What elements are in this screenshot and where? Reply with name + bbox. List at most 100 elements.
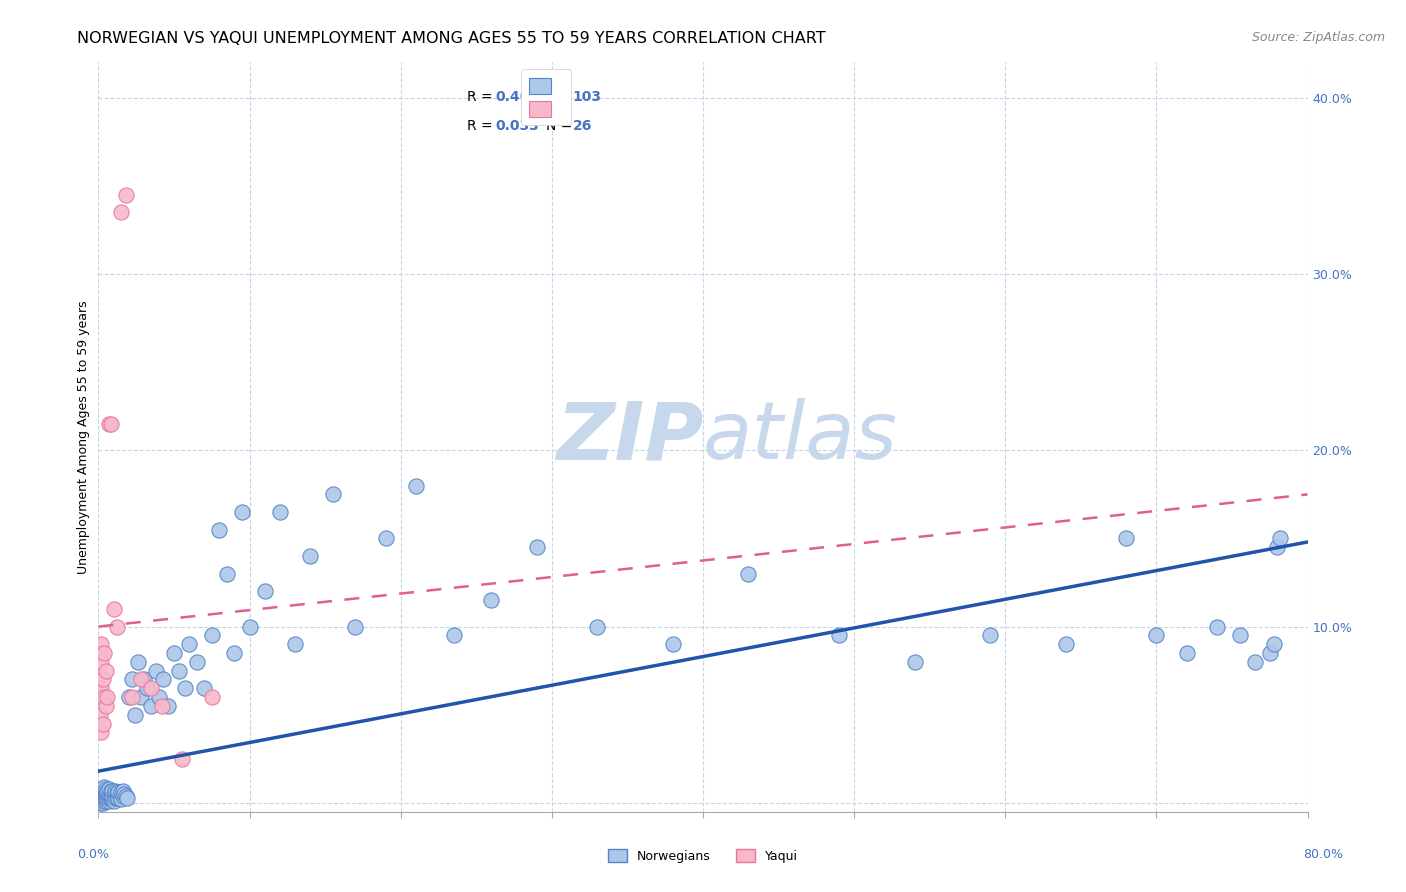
Point — [374, 532, 396, 546]
Legend: Norwegians, Yaqui: Norwegians, Yaqui — [603, 845, 803, 868]
Point — [118, 690, 141, 705]
Point — [1267, 541, 1289, 555]
Point — [110, 205, 132, 219]
Point — [828, 628, 851, 642]
Point — [105, 785, 128, 799]
Point — [98, 790, 121, 805]
Point — [1206, 619, 1229, 633]
Point — [90, 783, 112, 797]
Text: N =: N = — [546, 90, 576, 104]
Point — [90, 787, 112, 801]
Point — [94, 787, 117, 801]
Point — [231, 505, 253, 519]
Point — [141, 681, 163, 696]
Point — [98, 794, 121, 808]
Point — [1243, 655, 1265, 669]
Text: 0.033: 0.033 — [495, 119, 538, 133]
Point — [103, 794, 125, 808]
Point — [481, 593, 503, 607]
Point — [145, 664, 167, 678]
Point — [132, 673, 155, 687]
Point — [586, 619, 609, 633]
Point — [186, 655, 208, 669]
Point — [1175, 646, 1198, 660]
Point — [91, 716, 114, 731]
Point — [90, 655, 112, 669]
Point — [98, 417, 121, 431]
Point — [94, 664, 117, 678]
Point — [443, 628, 465, 642]
Point — [152, 673, 174, 687]
Point — [135, 681, 157, 696]
Point — [299, 549, 322, 563]
Point — [94, 698, 117, 713]
Text: 103: 103 — [572, 90, 602, 104]
Point — [91, 673, 114, 687]
Text: atlas: atlas — [703, 398, 898, 476]
Point — [110, 785, 132, 799]
Point — [170, 752, 193, 766]
Point — [115, 790, 138, 805]
Point — [94, 785, 117, 799]
Point — [148, 690, 170, 705]
Point — [112, 787, 135, 801]
Point — [93, 690, 115, 705]
Text: NORWEGIAN VS YAQUI UNEMPLOYMENT AMONG AGES 55 TO 59 YEARS CORRELATION CHART: NORWEGIAN VS YAQUI UNEMPLOYMENT AMONG AG… — [77, 31, 825, 46]
Point — [1263, 637, 1285, 651]
Point — [101, 789, 124, 803]
Point — [1270, 532, 1292, 546]
Point — [89, 781, 111, 796]
Point — [661, 637, 683, 651]
Point — [127, 655, 149, 669]
Point — [405, 478, 427, 492]
Point — [114, 789, 136, 803]
Point — [96, 792, 118, 806]
Text: N =: N = — [546, 119, 576, 133]
Point — [156, 698, 179, 713]
Point — [90, 681, 112, 696]
Point — [904, 655, 927, 669]
Point — [90, 796, 112, 810]
Point — [150, 698, 173, 713]
Text: R =: R = — [467, 119, 498, 133]
Text: 80.0%: 80.0% — [1303, 848, 1343, 861]
Point — [163, 646, 186, 660]
Point — [110, 792, 132, 806]
Point — [322, 487, 344, 501]
Point — [94, 790, 117, 805]
Point — [98, 787, 121, 801]
Point — [239, 619, 262, 633]
Point — [526, 541, 548, 555]
Point — [201, 690, 224, 705]
Text: R =: R = — [467, 90, 498, 104]
Point — [284, 637, 307, 651]
Point — [91, 785, 114, 799]
Point — [93, 794, 115, 808]
Point — [173, 681, 195, 696]
Point — [90, 725, 112, 739]
Point — [91, 792, 114, 806]
Point — [111, 783, 134, 797]
Point — [253, 584, 276, 599]
Point — [111, 789, 134, 803]
Point — [96, 787, 118, 801]
Point — [89, 646, 111, 660]
Point — [100, 783, 122, 797]
Point — [93, 780, 115, 794]
Point — [1144, 628, 1167, 642]
Point — [193, 681, 215, 696]
Text: 0.0%: 0.0% — [77, 848, 110, 861]
Point — [93, 787, 115, 801]
Point — [344, 619, 367, 633]
Point — [89, 790, 111, 805]
Point — [114, 187, 136, 202]
Point — [91, 796, 114, 810]
Point — [167, 664, 190, 678]
Point — [121, 690, 143, 705]
Point — [1229, 628, 1251, 642]
Point — [96, 783, 118, 797]
Point — [91, 789, 114, 803]
Point — [90, 790, 112, 805]
Point — [124, 707, 146, 722]
Point — [215, 566, 238, 581]
